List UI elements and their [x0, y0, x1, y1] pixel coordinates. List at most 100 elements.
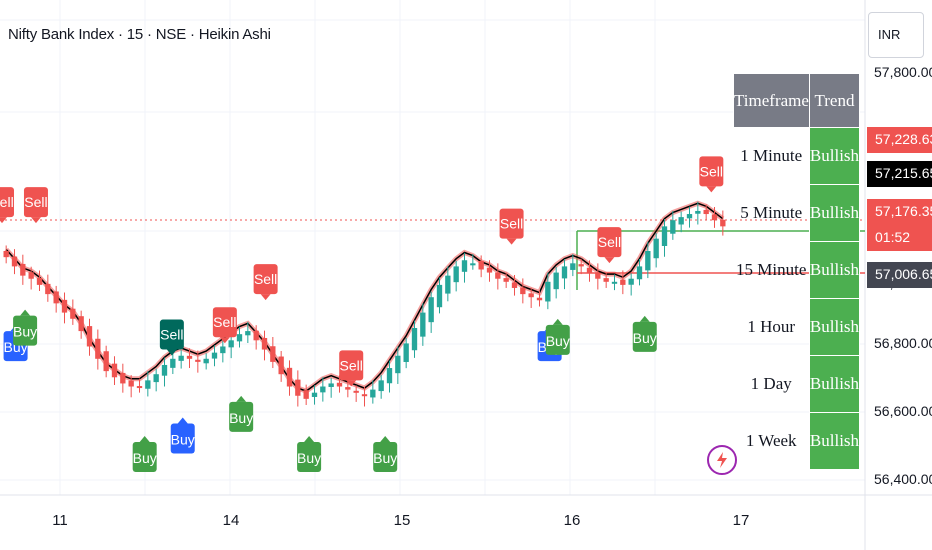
trend-cell: Bullish [808, 127, 861, 185]
signal-badge [229, 401, 254, 432]
candle-body [470, 263, 476, 266]
signal-badge [297, 441, 322, 472]
candle-body [170, 358, 176, 368]
signal-badge [499, 208, 524, 239]
price-tag: 57,006.65 [867, 262, 932, 288]
signal-pointer [506, 238, 517, 245]
trend-row: 15 Minute Bullish [734, 241, 861, 299]
candle-body [653, 238, 659, 259]
candle-body [86, 326, 93, 347]
candle-body [578, 264, 584, 267]
currency-selector[interactable]: INR [868, 12, 924, 58]
signal-label: Sell [160, 327, 183, 343]
trend-cell: Bullish [808, 241, 861, 299]
buy-signal: Buy [633, 315, 657, 352]
signal-label: Sell [254, 271, 277, 287]
sell-signal: Sell [212, 307, 237, 344]
signal-pointer [346, 380, 357, 387]
x-tick-label: 16 [564, 512, 581, 529]
x-tick-label: 17 [733, 512, 750, 529]
price-tag: 57,228.63 [867, 127, 932, 153]
signal-pointer [552, 318, 563, 325]
candle-body [528, 293, 534, 298]
candle-body [103, 351, 109, 372]
signal-label: Sell [500, 216, 523, 232]
candle-body [203, 358, 209, 364]
candle-body [478, 260, 484, 270]
y-tick-label: 56,800.00 [874, 335, 932, 351]
candle-body [61, 299, 68, 313]
signal-pointer [0, 217, 7, 224]
lightning-icon[interactable] [707, 445, 737, 475]
candle-body [195, 359, 201, 362]
candle-body [153, 374, 159, 383]
signal-label: Buy [171, 431, 195, 447]
y-tick-label: 56,400.00 [874, 471, 932, 487]
candle-body [320, 386, 326, 393]
candle-body [120, 372, 126, 384]
sell-signal: Sell [339, 350, 364, 387]
signal-badge [339, 350, 364, 381]
trend-row: 1 Minute Bullish [734, 127, 861, 185]
candle-body [611, 281, 618, 284]
signal-pointer [380, 435, 391, 442]
candle-body [395, 355, 401, 374]
signal-badge [699, 156, 724, 187]
candle-body [236, 334, 243, 342]
signal-pointer [166, 349, 177, 356]
candle-body [553, 272, 559, 290]
candle-body [411, 328, 418, 351]
candle-body [20, 263, 26, 276]
signal-label: Sell [213, 314, 236, 330]
signal-label: Sell [340, 357, 363, 373]
signal-pointer [219, 337, 230, 344]
candle-body [703, 209, 709, 215]
signal-badge [132, 441, 157, 472]
signal-badge [170, 423, 195, 454]
header-timeframe: Timeframe [733, 73, 810, 128]
trend-row: 1 Week Bullish [734, 412, 861, 470]
candle-body [428, 297, 434, 323]
sell-signal: Sell [699, 156, 724, 193]
timeframe-cell: 1 Day [750, 374, 792, 393]
signal-pointer [639, 315, 650, 322]
signal-label: Buy [633, 330, 657, 346]
candle-body [361, 394, 368, 397]
x-axis: 11 14 15 16 17 [52, 512, 749, 529]
candle-body [378, 380, 384, 392]
timeframe-cell: 1 Hour [747, 317, 796, 336]
trend-cell: Bullish [808, 184, 861, 242]
trend-row: 1 Hour Bullish [734, 298, 861, 356]
candle-body [503, 278, 509, 282]
signal-badge [597, 227, 622, 258]
candle-body [186, 355, 193, 359]
candle-body [128, 380, 134, 387]
candle-body [111, 363, 118, 378]
buy-signal: Buy [297, 435, 322, 472]
price-tag: 01:52 [867, 225, 932, 251]
candle-body [420, 312, 426, 337]
trend-cell: Bullish [808, 412, 861, 470]
candle-body [486, 267, 493, 273]
signal-markers: Sell Sell Buy Buy Sell Buy Buy Sell Buy Sell Buy Se… [0, 156, 724, 472]
candle-body [353, 390, 359, 393]
candle-body [220, 346, 226, 354]
candle-body [178, 355, 184, 361]
candle-body [520, 287, 526, 295]
signal-label: Sell [24, 194, 47, 210]
candle-body [561, 266, 568, 279]
candle-body [145, 380, 151, 389]
candle-body [695, 210, 701, 214]
candle-body [11, 256, 18, 267]
candle-body [678, 217, 684, 225]
trend-cell: Bullish [808, 298, 861, 356]
signal-pointer [139, 435, 150, 442]
signal-badge [253, 264, 278, 295]
candle-body [78, 316, 84, 332]
candle-body [511, 282, 518, 288]
candle-body [670, 220, 676, 234]
signal-label: Buy [133, 450, 157, 466]
signal-label: Buy [229, 410, 253, 426]
signal-pointer [177, 417, 188, 424]
